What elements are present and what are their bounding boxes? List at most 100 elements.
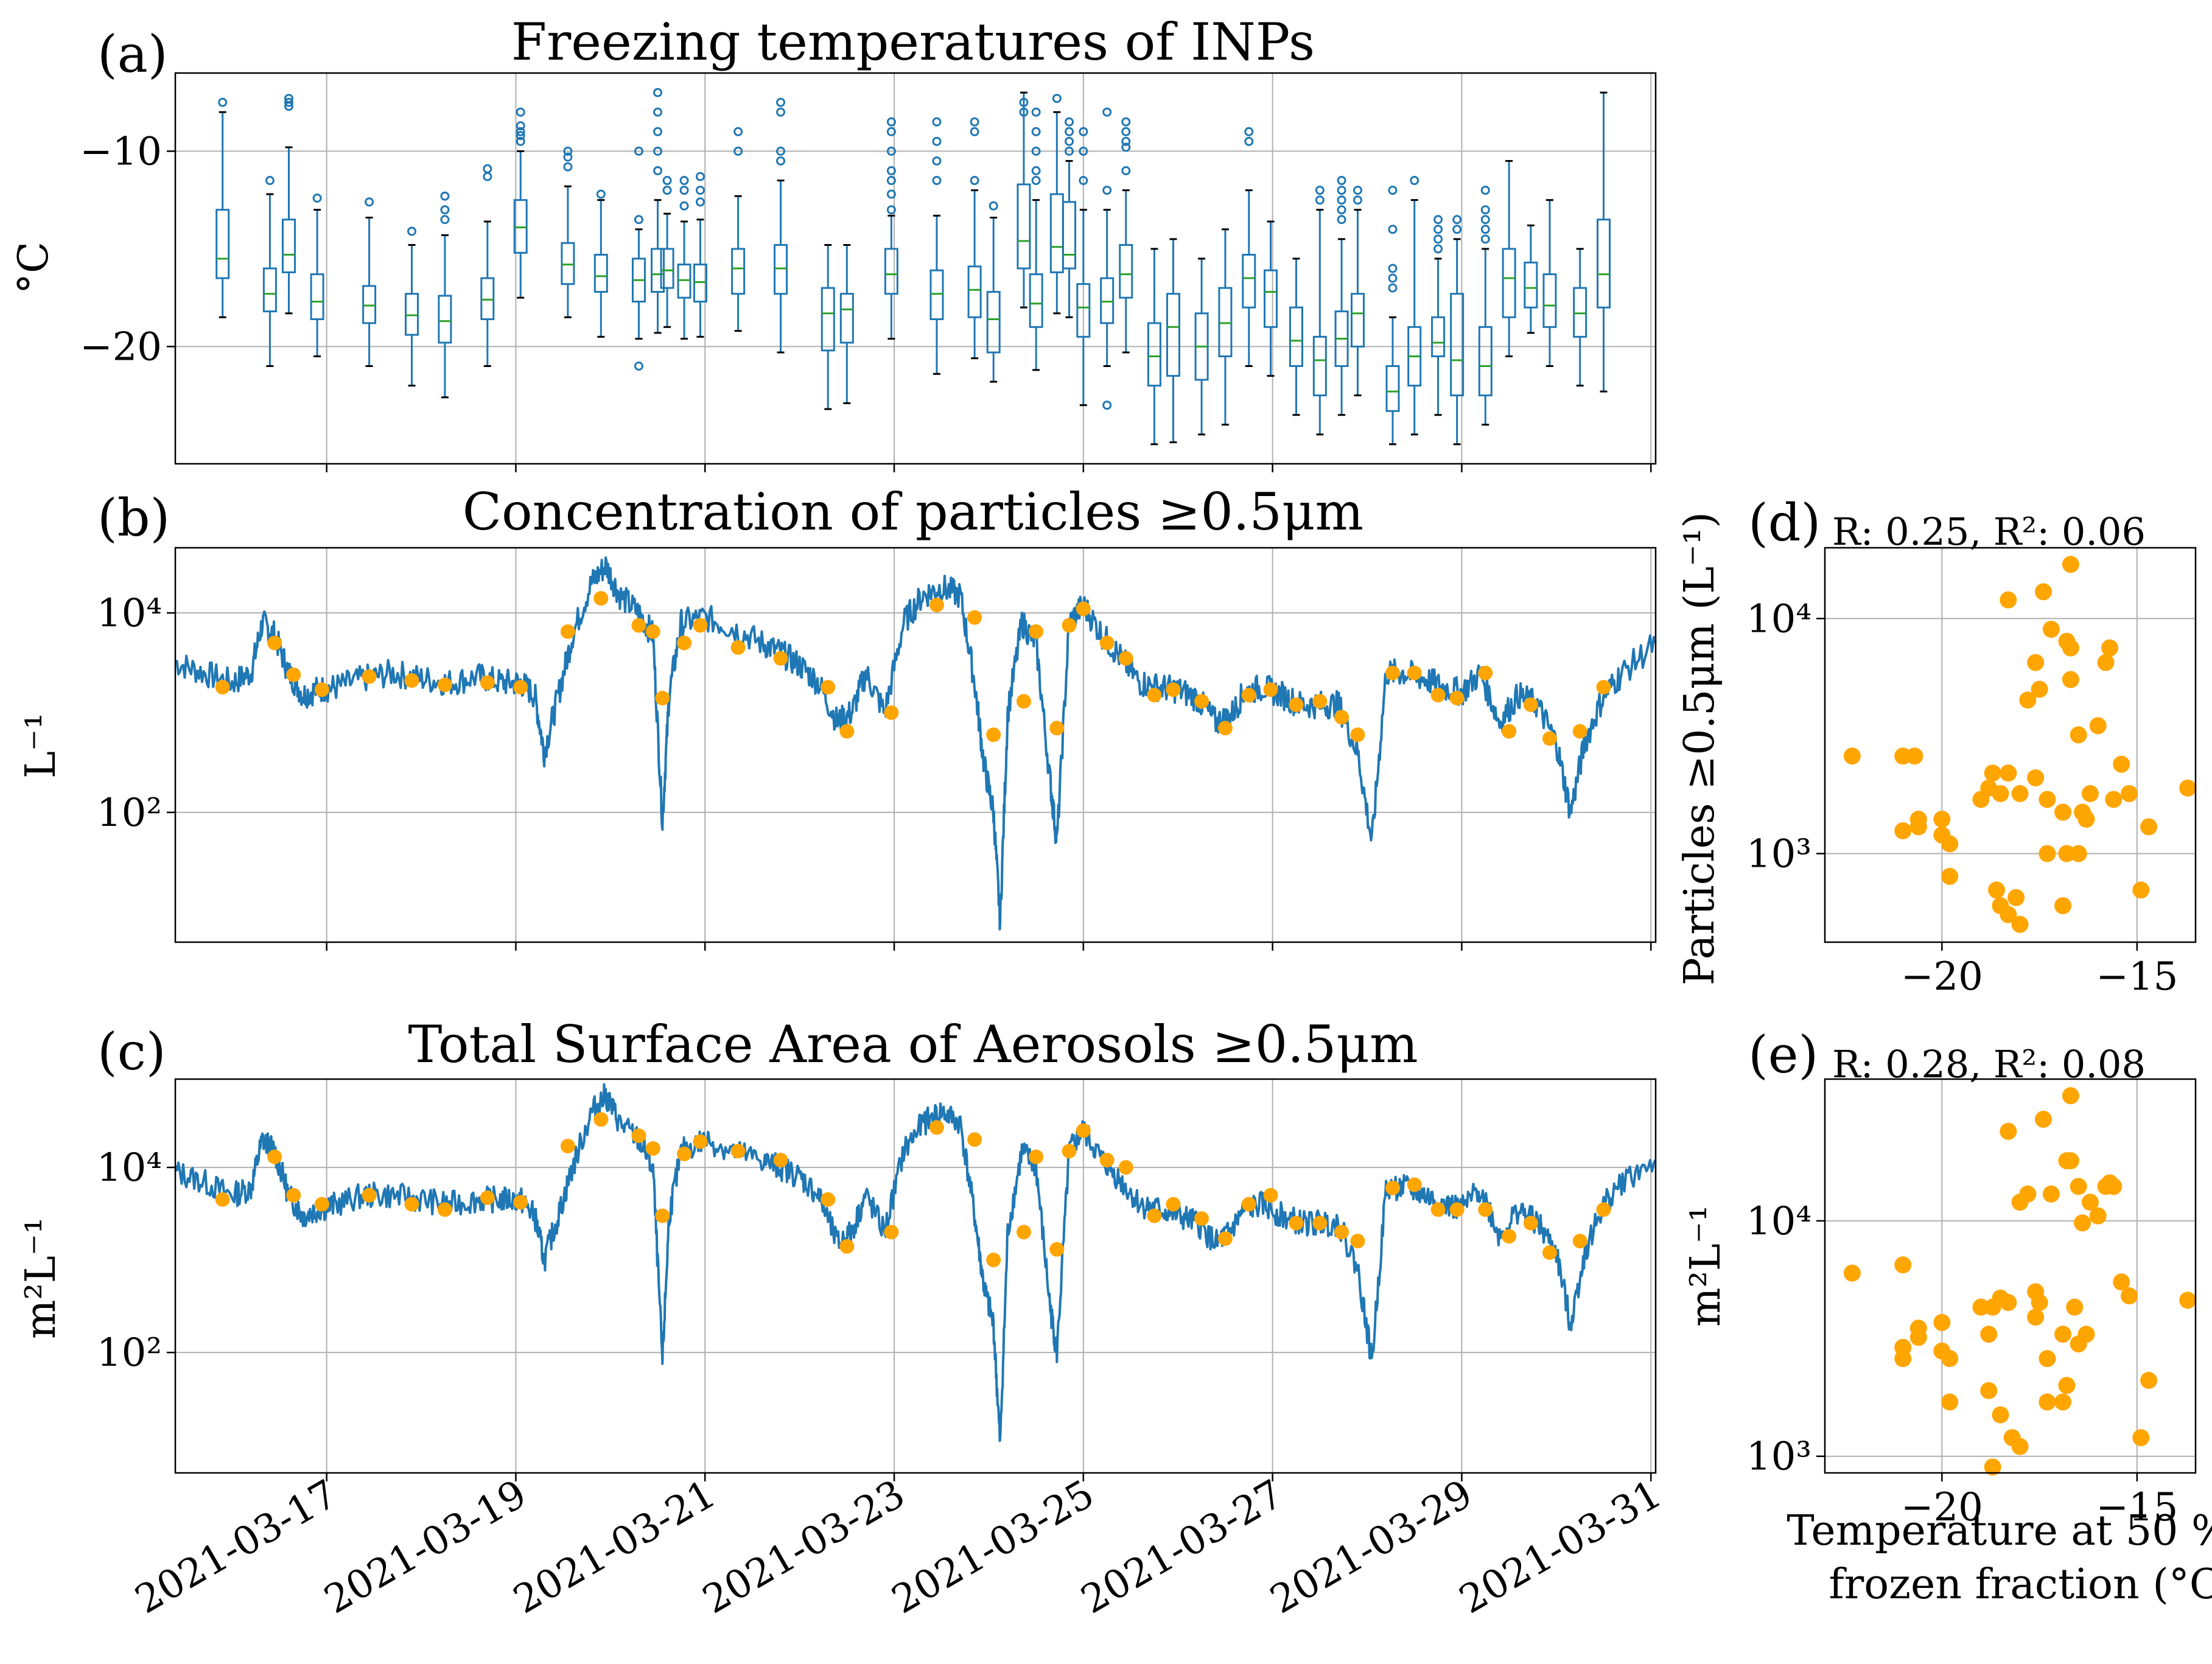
box-iqr: [1147, 322, 1161, 387]
sample-point: [314, 1197, 329, 1212]
box-flier: [563, 146, 573, 156]
scatter-point: [2101, 639, 2118, 657]
panel-e-plot: −20 −15 10³ 10⁴: [1746, 1078, 2197, 1530]
box-flier: [1315, 195, 1325, 205]
scatter-point: [2000, 764, 2017, 782]
box-flier: [932, 176, 942, 186]
box-flier: [886, 176, 896, 186]
sample-point: [821, 1192, 836, 1207]
sample-point: [884, 1225, 899, 1240]
box-iqr: [839, 293, 854, 344]
sample-point: [1596, 680, 1611, 695]
box-flier: [695, 186, 705, 195]
box-iqr: [1502, 248, 1516, 318]
box-flier: [886, 127, 896, 136]
box-flier: [970, 117, 979, 127]
scatter-point: [1988, 881, 2006, 899]
scatter-point: [2140, 818, 2158, 836]
x-tick-label: 2021-03-17: [128, 1472, 345, 1623]
box-iqr: [1119, 243, 1133, 299]
sample-point: [404, 673, 419, 688]
x-tick-label: −20: [1901, 1485, 1983, 1530]
box-flier: [653, 88, 663, 97]
scatter-point: [1941, 835, 1959, 853]
box-flier: [653, 127, 663, 136]
box-iqr: [362, 285, 377, 324]
sample-point: [1407, 1177, 1422, 1192]
scatter-point: [2054, 897, 2072, 915]
box-flier: [440, 215, 450, 225]
box-flier: [886, 166, 896, 175]
box-flier: [989, 201, 998, 211]
y-tick-label: −20: [80, 324, 162, 369]
box-iqr: [404, 293, 419, 336]
scatter-point: [2121, 785, 2138, 802]
scatter-point: [2121, 1287, 2138, 1305]
scatter-point: [1941, 867, 1959, 885]
sample-point: [1194, 1211, 1209, 1226]
box-iqr: [1264, 269, 1278, 328]
box-flier: [516, 131, 525, 141]
sample-point: [821, 680, 836, 695]
panel-c-letter: (c): [97, 1022, 166, 1082]
scatter-point: [1980, 1382, 1998, 1399]
box-flier: [1452, 225, 1462, 234]
box-flier: [1433, 215, 1443, 225]
sample-point: [1263, 1187, 1278, 1203]
box-flier: [516, 107, 525, 117]
box-flier: [440, 205, 450, 215]
scatter-point: [2019, 1185, 2037, 1203]
scatter-point: [2105, 791, 2123, 808]
sample-point: [773, 651, 788, 666]
sample-point: [480, 675, 495, 690]
sample-point: [1194, 694, 1209, 709]
scatter-point: [1843, 747, 1861, 765]
box-flier: [1121, 142, 1131, 152]
y-tick-label: 10⁴: [1746, 596, 1811, 641]
sample-point: [1016, 694, 1031, 709]
sample-point: [730, 640, 746, 655]
scatter-point: [2070, 1178, 2087, 1195]
panel-c: (c) Total Surface Area of Aerosols ≥0.5μ…: [17, 1015, 1669, 1623]
y-tick-label: 10²: [97, 791, 162, 836]
box-flier: [1121, 136, 1131, 146]
box-iqr: [693, 264, 707, 303]
box-flier: [634, 146, 643, 156]
scatter-point: [2042, 620, 2060, 638]
box-flier: [1480, 225, 1490, 234]
sample-point: [839, 724, 855, 739]
box-flier: [1388, 283, 1398, 293]
sample-point: [645, 1141, 660, 1156]
box-flier: [312, 193, 322, 203]
box-flier: [932, 156, 942, 166]
scatter-point: [2179, 1292, 2197, 1309]
scatter-point: [2066, 1298, 2084, 1316]
sample-point: [967, 610, 982, 625]
scatter-point: [2081, 785, 2099, 802]
sample-point: [1478, 1202, 1493, 1217]
box-flier: [1410, 176, 1419, 186]
panel-d-letter: (d): [1748, 493, 1821, 553]
scatter-point: [2070, 726, 2087, 744]
scatter-point: [1992, 1406, 2009, 1424]
scatter-point: [2000, 1122, 2017, 1140]
sample-point: [655, 1208, 670, 1223]
sample-point: [314, 682, 329, 697]
x-tick-label: 2021-03-19: [317, 1472, 534, 1623]
box-flier: [516, 136, 525, 146]
box-flier: [1031, 166, 1041, 175]
sample-point: [1049, 721, 1065, 736]
box-flier: [1244, 127, 1254, 136]
box-flier: [1031, 176, 1041, 186]
sample-point: [215, 1192, 230, 1207]
panel-a: (a) Freezing temperatures of INPs °C −10…: [10, 12, 1657, 472]
scatter-point: [2000, 591, 2017, 609]
scatter-point: [2031, 680, 2048, 698]
scatter-point: [2007, 889, 2025, 906]
x-tick-label: −15: [2096, 1485, 2178, 1530]
box-flier: [695, 197, 705, 207]
sample-point: [1523, 697, 1538, 712]
box-flier: [1031, 127, 1041, 136]
box-flier: [776, 156, 786, 166]
sample-point: [1523, 1215, 1538, 1231]
